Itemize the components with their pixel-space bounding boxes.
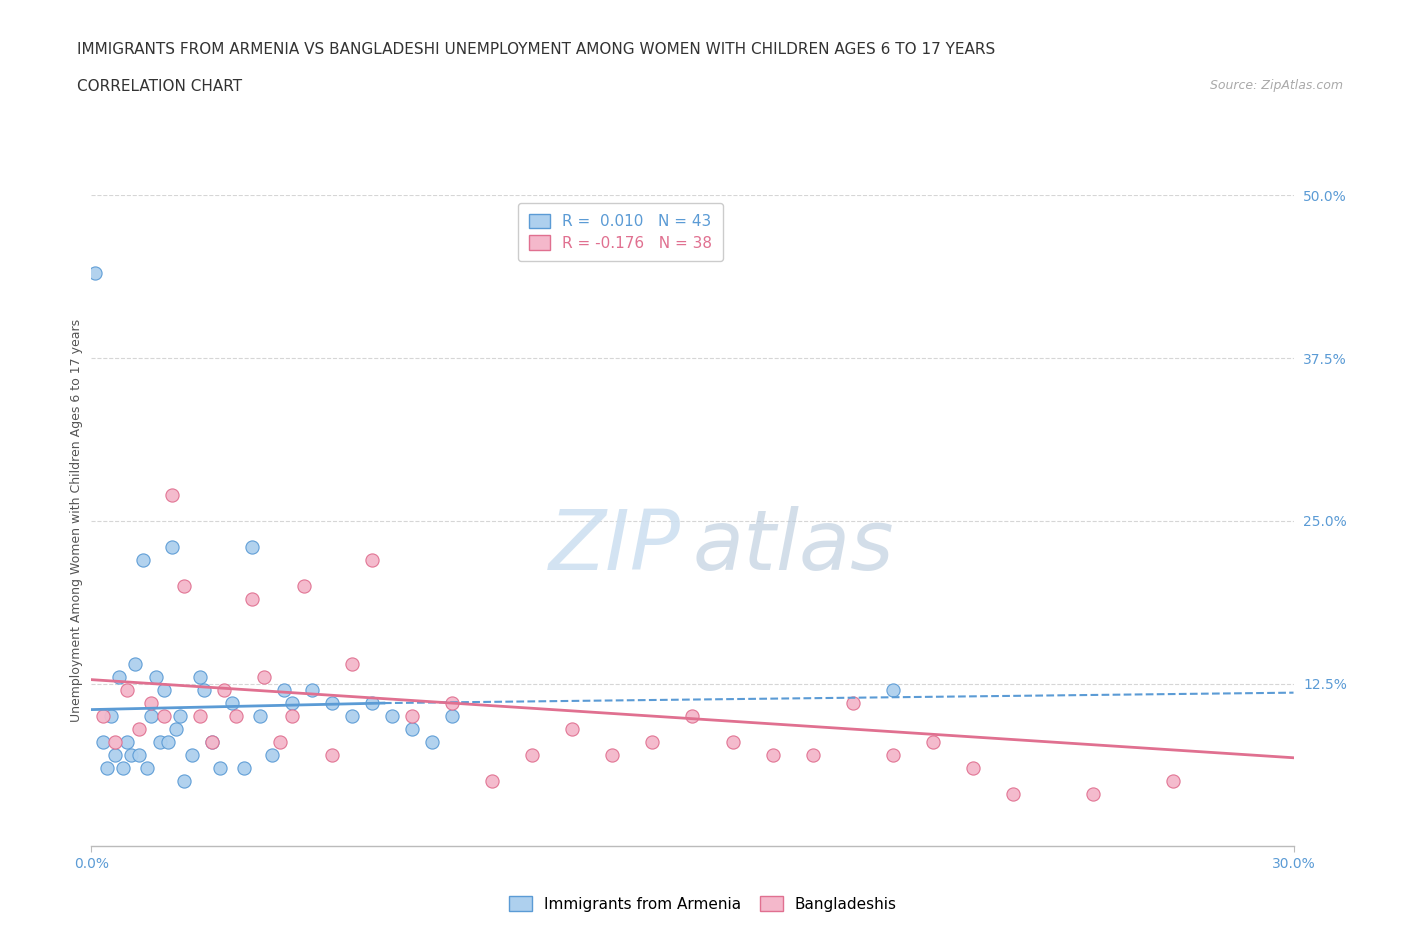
- Point: [240, 591, 263, 606]
- Legend: Immigrants from Armenia, Bangladeshis: Immigrants from Armenia, Bangladeshis: [503, 890, 903, 918]
- Point: [762, 748, 785, 763]
- Point: [212, 683, 235, 698]
- Text: ZIP: ZIP: [548, 506, 681, 588]
- Point: [269, 735, 291, 750]
- Point: [360, 552, 382, 567]
- Point: [93, 735, 115, 750]
- Point: [188, 709, 211, 724]
- Text: atlas: atlas: [692, 506, 894, 588]
- Point: [281, 709, 304, 724]
- Point: [381, 709, 404, 724]
- Point: [641, 735, 664, 750]
- Point: [292, 578, 315, 593]
- Point: [260, 748, 283, 763]
- Point: [96, 761, 118, 776]
- Point: [801, 748, 824, 763]
- Point: [1001, 787, 1024, 802]
- Point: [173, 774, 195, 789]
- Point: [440, 709, 463, 724]
- Point: [401, 709, 423, 724]
- Point: [253, 670, 276, 684]
- Point: [128, 748, 150, 763]
- Point: [156, 735, 179, 750]
- Point: [141, 696, 163, 711]
- Point: [180, 748, 202, 763]
- Text: CORRELATION CHART: CORRELATION CHART: [77, 79, 242, 94]
- Point: [420, 735, 443, 750]
- Point: [160, 539, 183, 554]
- Point: [152, 709, 174, 724]
- Point: [602, 748, 624, 763]
- Point: [145, 670, 167, 684]
- Point: [84, 266, 107, 281]
- Point: [340, 657, 363, 671]
- Point: [841, 696, 863, 711]
- Point: [401, 722, 423, 737]
- Point: [193, 683, 215, 698]
- Point: [281, 696, 304, 711]
- Point: [340, 709, 363, 724]
- Point: [148, 735, 170, 750]
- Point: [721, 735, 744, 750]
- Point: [1163, 774, 1185, 789]
- Point: [882, 748, 904, 763]
- Point: [240, 539, 263, 554]
- Point: [160, 487, 183, 502]
- Point: [201, 735, 224, 750]
- Point: [321, 696, 343, 711]
- Text: Source: ZipAtlas.com: Source: ZipAtlas.com: [1209, 79, 1343, 92]
- Point: [360, 696, 382, 711]
- Point: [104, 748, 127, 763]
- Point: [249, 709, 271, 724]
- Point: [188, 670, 211, 684]
- Point: [922, 735, 945, 750]
- Point: [132, 552, 155, 567]
- Point: [108, 670, 131, 684]
- Point: [100, 709, 122, 724]
- Point: [208, 761, 231, 776]
- Point: [561, 722, 583, 737]
- Point: [882, 683, 904, 698]
- Point: [136, 761, 159, 776]
- Point: [301, 683, 323, 698]
- Point: [1083, 787, 1105, 802]
- Point: [225, 709, 247, 724]
- Y-axis label: Unemployment Among Women with Children Ages 6 to 17 years: Unemployment Among Women with Children A…: [70, 319, 83, 723]
- Point: [273, 683, 295, 698]
- Point: [522, 748, 544, 763]
- Point: [165, 722, 187, 737]
- Point: [173, 578, 195, 593]
- Point: [152, 683, 174, 698]
- Point: [112, 761, 135, 776]
- Point: [169, 709, 191, 724]
- Point: [321, 748, 343, 763]
- Point: [141, 709, 163, 724]
- Point: [232, 761, 254, 776]
- Point: [124, 657, 146, 671]
- Point: [681, 709, 703, 724]
- Point: [117, 683, 139, 698]
- Point: [201, 735, 224, 750]
- Point: [962, 761, 984, 776]
- Legend: R =  0.010   N = 43, R = -0.176   N = 38: R = 0.010 N = 43, R = -0.176 N = 38: [517, 203, 723, 261]
- Point: [121, 748, 143, 763]
- Point: [117, 735, 139, 750]
- Point: [481, 774, 503, 789]
- Point: [128, 722, 150, 737]
- Point: [93, 709, 115, 724]
- Point: [104, 735, 127, 750]
- Text: IMMIGRANTS FROM ARMENIA VS BANGLADESHI UNEMPLOYMENT AMONG WOMEN WITH CHILDREN AG: IMMIGRANTS FROM ARMENIA VS BANGLADESHI U…: [77, 42, 995, 57]
- Point: [440, 696, 463, 711]
- Point: [221, 696, 243, 711]
